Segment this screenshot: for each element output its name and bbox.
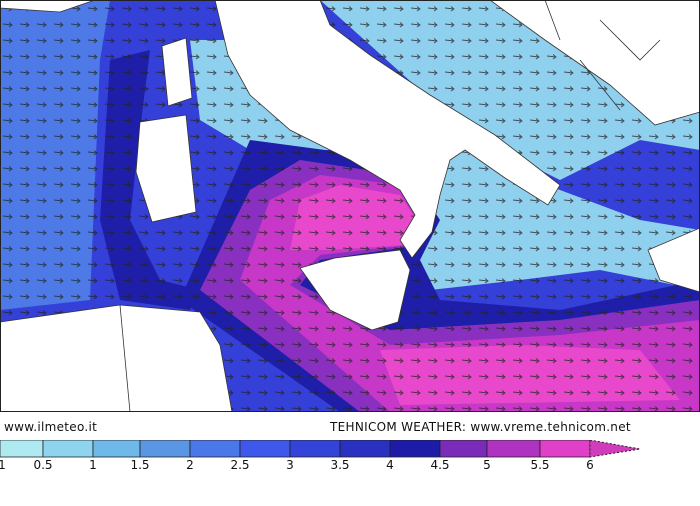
legend-label: 5 xyxy=(483,458,491,472)
legend-label: 0.5 xyxy=(33,458,53,472)
legend-label: 1 xyxy=(0,458,6,472)
land-balkans xyxy=(489,0,700,126)
land-layer xyxy=(0,0,700,412)
land-sicily xyxy=(299,249,411,331)
wave-height-map xyxy=(0,0,700,412)
legend-band xyxy=(289,440,341,458)
legend-label: 5.5 xyxy=(530,458,550,472)
legend-label: 1.5 xyxy=(130,458,150,472)
country-borders xyxy=(119,0,661,412)
color-legend xyxy=(0,440,641,458)
legend-band xyxy=(92,440,141,458)
credit-ilmeteo: www.ilmeteo.it xyxy=(4,420,98,434)
legend-band xyxy=(339,440,391,458)
legend-label: 3 xyxy=(286,458,294,472)
legend-band xyxy=(389,440,441,458)
legend-overflow-arrow xyxy=(589,440,641,458)
legend-label: 6 xyxy=(586,458,594,472)
legend-label: 1 xyxy=(89,458,97,472)
legend-band xyxy=(486,440,541,458)
land-corsica xyxy=(161,37,193,107)
legend-band xyxy=(239,440,291,458)
legend-label: 2 xyxy=(186,458,194,472)
legend-band xyxy=(42,440,94,458)
land-sardinia xyxy=(135,114,197,223)
legend-label: 4.5 xyxy=(430,458,450,472)
legend-label: 4 xyxy=(386,458,394,472)
legend-band xyxy=(539,440,591,458)
legend-band xyxy=(439,440,488,458)
legend-band xyxy=(139,440,191,458)
land-greece xyxy=(647,227,700,293)
legend-label: 2.5 xyxy=(230,458,250,472)
legend-band xyxy=(189,440,241,458)
land-africa xyxy=(0,304,233,412)
legend-band xyxy=(0,440,44,458)
land-italy xyxy=(214,0,561,259)
land-france xyxy=(0,0,96,13)
legend-label: 3.5 xyxy=(330,458,350,472)
credit-tehnicom: TEHNICOM WEATHER: www.vreme.tehnicom.net xyxy=(330,420,631,434)
